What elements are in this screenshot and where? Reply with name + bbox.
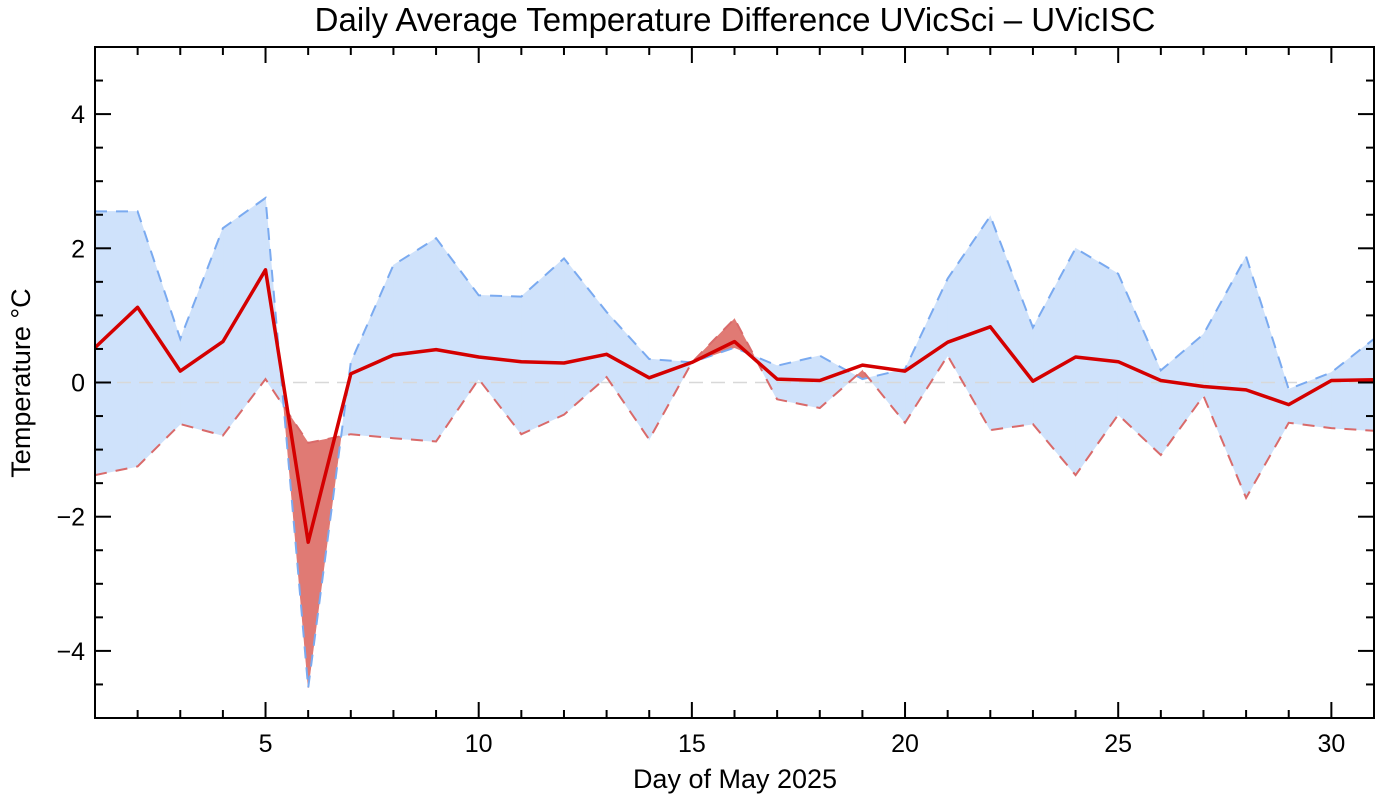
upper-dashed-line [95,196,1375,688]
y-tick-label: 0 [71,370,85,398]
band-segment-20 [947,215,991,432]
x-tick-labels: 5 10 15 20 25 30 [259,730,1346,758]
band-segment-2 [180,228,224,436]
band-segment-8 [435,237,480,443]
y-tick-label: −4 [56,638,85,666]
y-tick-labels: −4 −2 0 2 4 [56,101,85,666]
series-lines [93,196,1375,688]
band-segment-9 [478,294,522,436]
lower-dashed-line [94,317,1375,501]
band-segment-7 [393,237,437,442]
y-axis-label: Temperature °C [6,288,36,477]
y-tick-label: 2 [71,235,85,263]
x-axis-label: Day of May 2025 [633,764,837,794]
x-tick-label: 20 [891,730,919,758]
x-tick-label: 25 [1104,730,1132,758]
band-segment-19 [904,278,949,424]
x-tick-label: 30 [1317,730,1345,758]
band-segment-26 [1203,256,1247,499]
band-segment-6 [350,264,394,439]
y-tick-label: −2 [56,504,85,532]
band-segment-3 [222,197,266,437]
y-tick-label: 4 [71,101,85,129]
range-bands [94,197,1375,688]
axis-ticks [94,46,1375,719]
band-segment-10 [520,257,565,435]
x-tick-label: 10 [465,730,493,758]
x-tick-label: 5 [259,730,273,758]
x-tick-label: 15 [678,730,706,758]
band-segment-18b [867,368,906,424]
band-segment-21 [989,215,1034,431]
mean-line [93,268,1375,544]
band-segment-11 [563,257,607,416]
chart-title: Daily Average Temperature Difference UVi… [315,1,1156,38]
